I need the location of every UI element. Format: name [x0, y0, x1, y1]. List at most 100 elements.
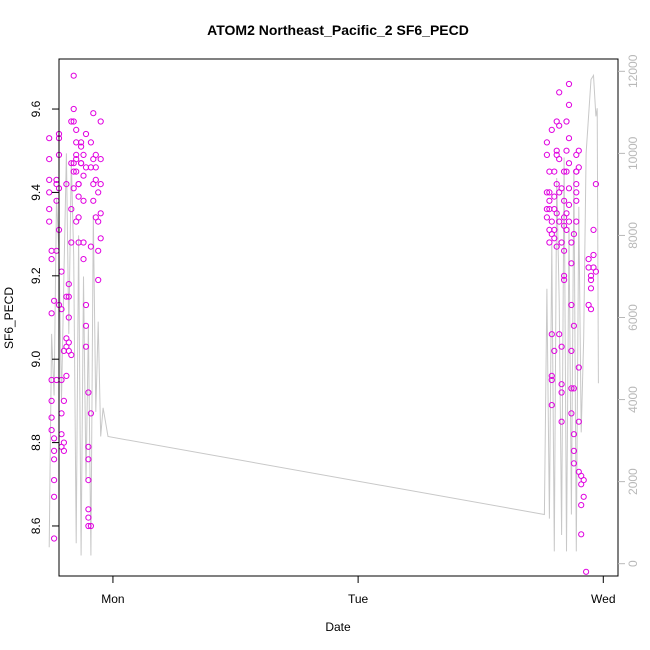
right-axis-series-line — [48, 73, 599, 556]
data-point — [568, 410, 575, 417]
data-point — [548, 218, 555, 225]
data-point — [561, 197, 568, 204]
data-point — [546, 239, 553, 246]
x-tick-label: Mon — [101, 592, 124, 606]
data-point — [556, 122, 563, 129]
data-point — [70, 105, 77, 113]
data-point — [568, 347, 575, 354]
data-point — [95, 247, 102, 254]
data-point — [51, 447, 58, 454]
data-point — [70, 185, 77, 192]
data-point — [97, 118, 104, 125]
data-point — [570, 231, 578, 238]
y-tick-label: 9.2 — [29, 267, 43, 284]
data-point — [68, 206, 75, 213]
data-point — [68, 118, 75, 125]
data-point — [548, 126, 555, 133]
data-point — [70, 168, 77, 175]
data-point — [565, 185, 573, 192]
data-point — [578, 531, 585, 538]
data-point — [568, 260, 575, 267]
y2-tick-label: 0 — [626, 560, 640, 567]
data-point — [68, 160, 75, 167]
data-point — [563, 210, 570, 217]
y-tick-label: 9.0 — [29, 351, 43, 368]
data-point — [561, 276, 568, 284]
y2-tick-label: 6000 — [626, 304, 640, 331]
data-point — [563, 226, 570, 233]
data-point — [65, 293, 72, 300]
data-point — [558, 418, 565, 425]
data-point — [97, 156, 104, 163]
data-point — [570, 431, 578, 438]
data-point — [80, 172, 87, 179]
data-point — [46, 189, 53, 196]
data-point — [573, 181, 580, 188]
data-point — [78, 143, 85, 150]
data-point — [587, 306, 595, 313]
y2-tick-label: 2000 — [626, 468, 640, 495]
data-point — [575, 164, 582, 171]
data-point — [60, 397, 68, 404]
data-point — [82, 301, 90, 309]
scatter-points — [46, 72, 600, 575]
data-point — [48, 427, 55, 434]
data-point — [563, 147, 570, 154]
data-point — [561, 247, 568, 254]
data-point — [587, 276, 595, 284]
data-point — [568, 239, 575, 246]
data-point — [558, 389, 565, 396]
data-point — [51, 477, 58, 484]
data-point — [553, 147, 560, 154]
data-point — [51, 435, 58, 442]
data-point — [85, 477, 92, 484]
y-tick-label: 9.4 — [29, 184, 43, 201]
y-tick-label: 8.8 — [29, 434, 43, 451]
data-point — [85, 389, 92, 396]
data-point — [65, 339, 72, 346]
data-point — [73, 168, 80, 175]
axes: Mon Tue Wed 8.6 8.8 9.0 9.2 9.4 9.6 0 2000 4000 6000… — [29, 54, 640, 606]
data-point — [70, 72, 77, 79]
data-point — [51, 297, 58, 304]
data-point — [553, 181, 560, 188]
data-point — [51, 493, 58, 500]
data-point — [551, 168, 558, 175]
data-point — [80, 197, 87, 204]
data-point — [46, 156, 53, 163]
data-point — [556, 156, 563, 163]
data-point — [65, 314, 72, 321]
x-tick-label: Tue — [348, 592, 369, 606]
y2-tick-label: 4000 — [626, 386, 640, 413]
data-point — [551, 193, 558, 200]
data-point — [92, 164, 99, 171]
chart-title: ATOM2 Northeast_Pacific_2 SF6_PECD — [207, 22, 469, 38]
data-point — [78, 160, 85, 167]
data-point — [565, 80, 573, 88]
data-point — [590, 226, 597, 233]
y-axis-label: SF6_PECD — [2, 287, 16, 349]
data-point — [570, 447, 578, 454]
data-point — [568, 385, 575, 392]
data-point — [546, 189, 553, 196]
data-point — [80, 151, 87, 158]
data-point — [46, 135, 53, 142]
data-point — [90, 110, 97, 117]
data-point — [85, 456, 92, 463]
data-point — [68, 239, 75, 246]
data-point — [561, 168, 568, 175]
data-point — [78, 139, 85, 146]
data-point — [573, 197, 580, 204]
data-point — [95, 276, 102, 284]
data-point — [578, 502, 585, 509]
data-point — [90, 197, 97, 204]
data-point — [556, 218, 563, 225]
data-point — [556, 331, 563, 338]
data-point — [46, 206, 53, 213]
series-line — [48, 73, 599, 556]
data-point — [543, 206, 551, 213]
data-point — [563, 168, 570, 175]
data-point — [548, 372, 555, 379]
data-point — [85, 506, 92, 513]
data-point — [63, 372, 70, 379]
